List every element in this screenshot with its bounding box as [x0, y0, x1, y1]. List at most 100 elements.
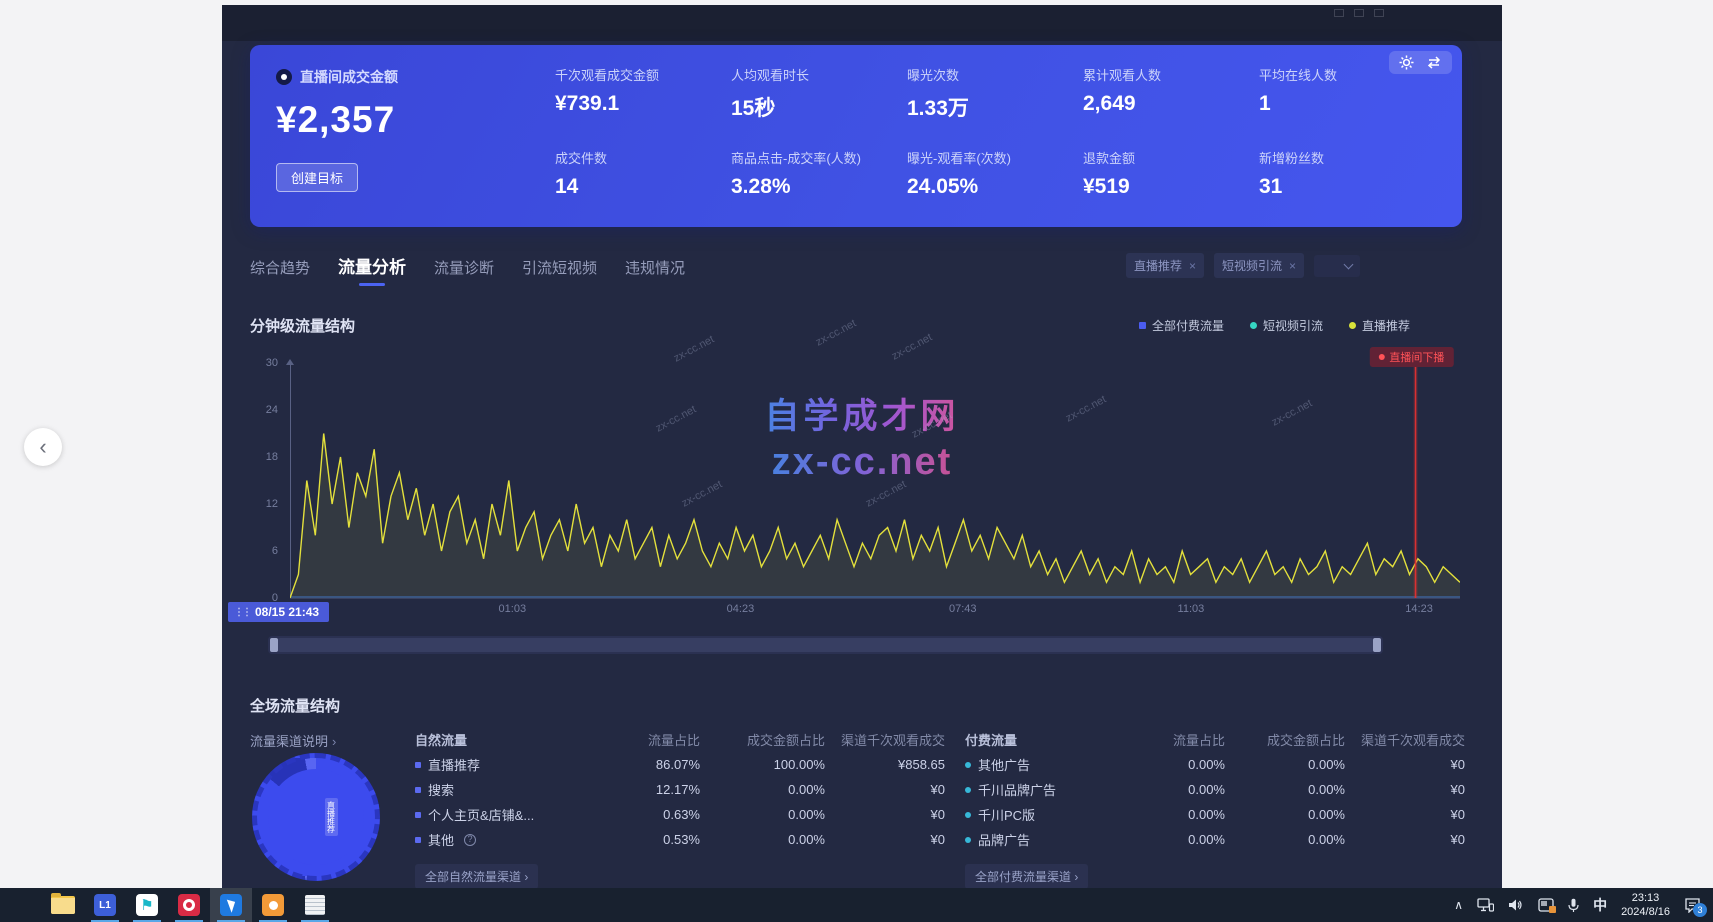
chart-start-time-badge[interactable]: ⋮⋮ 08/15 21:43 [228, 602, 330, 622]
row-per-mille-gmv: ¥0 [1450, 807, 1465, 822]
table-footer-link[interactable]: 全部付费流量渠道 › [965, 864, 1089, 888]
app-teal-flag[interactable]: ⚑ [126, 888, 168, 922]
tray-collapse-button[interactable]: ∧ [1454, 898, 1464, 912]
file-explorer[interactable] [42, 888, 84, 922]
filter-chip-1[interactable]: 短视频引流 × [1213, 253, 1304, 278]
chip-close-icon[interactable]: × [1188, 258, 1196, 273]
clock-time: 23:13 [1631, 891, 1660, 904]
swap-icon[interactable] [1426, 56, 1442, 69]
tab-0[interactable]: 综合趋势 [250, 260, 311, 277]
column-header-0: 流量占比 [1172, 733, 1225, 748]
tray-app-icon[interactable] [1538, 898, 1557, 913]
tray-app-badge [1549, 906, 1557, 913]
tab-2[interactable]: 流量诊断 [434, 260, 495, 277]
table-row-3[interactable]: 其他? 0.53% 0.00% ¥0 [415, 827, 947, 852]
taskbar-clock[interactable]: 23:13 2024/8/16 [1621, 891, 1670, 920]
app-l1[interactable]: L1 [84, 888, 126, 922]
column-header-1: 成交金额占比 [746, 733, 825, 748]
gear-icon[interactable] [1399, 55, 1414, 70]
taskbar-apps: L1 ⚑ [0, 888, 336, 922]
metric-label: 商品点击-成交率(人数) [731, 151, 861, 166]
brush-handle-right[interactable] [1373, 638, 1381, 652]
filter-chip-0[interactable]: 直播推荐 × [1125, 253, 1204, 278]
legend-item-1[interactable]: 短视频引流 [1249, 317, 1323, 334]
row-name: 其他广告 [965, 755, 1125, 774]
chart-start-time: 08/15 21:43 [255, 605, 320, 619]
app-orange[interactable] [252, 888, 294, 922]
chart-zoom-scrollbar[interactable] [268, 636, 1383, 654]
x-tick-label: 07:43 [948, 603, 977, 615]
metric-3: 累计观看人数 2,649 [1083, 65, 1259, 122]
app-teal-flag-icon: ⚑ [136, 894, 158, 916]
traffic-donut-chart[interactable]: 直播推荐 [252, 753, 380, 881]
chip-label: 直播推荐 [1133, 259, 1182, 273]
ime-indicator[interactable]: 中 [1593, 897, 1608, 913]
app-orange-icon [262, 894, 284, 916]
watermark-stamp: zx-cc.net [813, 317, 859, 349]
tab-4[interactable]: 违规情况 [625, 260, 686, 277]
network-icon[interactable] [1477, 898, 1495, 912]
file-explorer-icon [51, 893, 75, 914]
legend-item-0[interactable]: 全部付费流量 [1138, 317, 1224, 334]
app-red-ring[interactable] [168, 888, 210, 922]
legend-label: 全部付费流量 [1151, 319, 1224, 333]
row-bullet [415, 786, 421, 793]
stream-end-badge: 直播间下播 [1369, 347, 1454, 367]
channel-note-link[interactable]: 流量渠道说明 › [250, 734, 337, 749]
table-header-row: 自然流量 流量占比 成交金额占比 渠道千次观看成交 [415, 727, 947, 752]
metric-label: 新增粉丝数 [1259, 151, 1325, 166]
tab-1[interactable]: 流量分析 [338, 253, 406, 286]
metric-value: 14 [555, 175, 579, 198]
table-row-0[interactable]: 直播推荐 86.07% 100.00% ¥858.65 [415, 752, 947, 777]
volume-icon[interactable] [1508, 898, 1524, 912]
metric-0: 千次观看成交金额 ¥739.1 [555, 65, 731, 122]
metric-6: 商品点击-成交率(人数) 3.28% [731, 148, 907, 199]
metric-label: 曝光-观看率(次数) [907, 151, 1011, 166]
metric-value: 24.05% [907, 175, 979, 198]
row-traffic-share: 0.00% [1188, 757, 1225, 772]
filter-dropdown[interactable] [1314, 254, 1360, 277]
metric-value: 3.28% [731, 175, 791, 198]
tab-3[interactable]: 引流短视频 [522, 260, 598, 277]
metric-8: 退款金额 ¥519 [1083, 148, 1259, 199]
create-goal-button[interactable]: 创建目标 [276, 163, 359, 192]
carousel-back-button[interactable]: ‹ [24, 428, 62, 466]
chevron-down-icon [1343, 259, 1354, 269]
tab-bar: 综合趋势 流量分析 流量诊断 引流短视频 违规情况 [250, 253, 685, 286]
row-gmv-share: 100.00% [773, 757, 825, 772]
table-row-1[interactable]: 千川品牌广告 0.00% 0.00% ¥0 [965, 777, 1465, 802]
metric-5: 成交件数 14 [555, 148, 731, 199]
notification-center-icon[interactable]: 3 [1684, 897, 1707, 917]
table-row-2[interactable]: 千川PC版 0.00% 0.00% ¥0 [965, 802, 1465, 827]
table-row-2[interactable]: 个人主页&店铺&... 0.63% 0.00% ¥0 [415, 802, 947, 827]
metric-2: 曝光次数 1.33万 [907, 65, 1083, 122]
app-notes[interactable] [294, 888, 336, 922]
chart-zoom-range[interactable] [277, 638, 1374, 652]
metric-7: 曝光-观看率(次数) 24.05% [907, 148, 1083, 199]
metric-label: 成交件数 [555, 151, 608, 166]
brush-handle-left[interactable] [270, 638, 278, 652]
table-row-1[interactable]: 搜索 12.17% 0.00% ¥0 [415, 777, 947, 802]
metric-value: 1 [1259, 92, 1271, 115]
table-title: 自然流量 [415, 733, 468, 748]
donut-label: 直播推荐 [324, 798, 338, 836]
legend-item-2[interactable]: 直播推荐 [1348, 317, 1410, 334]
table-footer-link[interactable]: 全部自然流量渠道 › [415, 864, 539, 888]
start-button[interactable] [0, 888, 42, 922]
metric-grid: 千次观看成交金额 ¥739.1 人均观看时长 15秒 曝光次数 1.33万 累计观看人数 2,… [555, 65, 1435, 199]
card-tools [1389, 51, 1452, 74]
y-tick-label: 0 [271, 592, 278, 604]
info-icon[interactable]: ? [464, 833, 477, 846]
microphone-icon[interactable] [1568, 898, 1579, 913]
row-name: 直播推荐 [415, 755, 590, 774]
traffic-line-chart[interactable] [290, 363, 1460, 598]
windows-taskbar: L1 ⚑ ∧ 中 23:13 2024/8/16 3 [0, 888, 1713, 922]
table-row-3[interactable]: 品牌广告 0.00% 0.00% ¥0 [965, 827, 1465, 852]
table-row-0[interactable]: 其他广告 0.00% 0.00% ¥0 [965, 752, 1465, 777]
chip-close-icon[interactable]: × [1288, 258, 1296, 273]
row-name-text: 千川PC版 [978, 808, 1036, 823]
natural-traffic-table: 自然流量 流量占比 成交金额占比 渠道千次观看成交 直播推荐 86.07% 100.00% ¥… [415, 727, 947, 888]
app-blue-cursor[interactable] [210, 888, 252, 922]
x-axis-line [290, 598, 1460, 599]
